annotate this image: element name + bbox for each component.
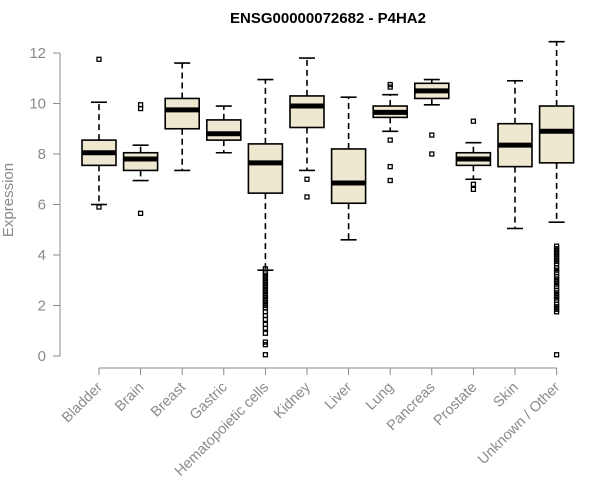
iqr-box <box>289 95 325 129</box>
y-tick-label: 12 <box>29 45 46 62</box>
outlier-point <box>553 309 560 315</box>
box-breast <box>164 62 200 172</box>
iqr-box <box>122 151 159 172</box>
outlier-point <box>470 181 477 187</box>
chart-title: ENSG00000072682 - P4HA2 <box>230 10 426 27</box>
iqr-box <box>538 105 575 164</box>
outlier-point <box>429 132 435 138</box>
x-tick-label: Lung <box>363 380 397 414</box>
x-tick-label: Skin <box>491 380 522 411</box>
outlier-point <box>387 84 393 90</box>
outlier-point <box>262 341 269 348</box>
box-lung <box>372 81 409 184</box>
outlier-point <box>137 210 144 216</box>
iqr-box <box>206 119 242 141</box>
outlier-point <box>96 204 102 210</box>
y-tick-label: 10 <box>29 96 46 113</box>
box-brain <box>122 102 159 216</box>
x-tick-label: Kidney <box>271 379 314 422</box>
box-liver <box>330 96 367 241</box>
box-prostate <box>455 118 492 193</box>
box-unknown-other <box>538 40 575 358</box>
outlier-point <box>262 352 269 358</box>
outlier-point <box>137 105 144 112</box>
outlier-point <box>304 176 310 182</box>
outlier-point <box>387 177 393 184</box>
x-tick-label: Brain <box>112 380 147 415</box>
x-tick-label: Liver <box>322 379 356 413</box>
x-tick-label: Prostate <box>431 380 480 429</box>
outlier-point <box>470 186 477 193</box>
box-series <box>81 40 575 358</box>
outlier-point <box>96 56 102 62</box>
outlier-point <box>262 316 269 323</box>
y-tick-label: 4 <box>38 247 46 264</box>
outlier-point <box>304 194 310 200</box>
box-skin <box>497 79 533 230</box>
iqr-box <box>247 143 284 194</box>
x-tick-label: Bladder <box>59 379 106 426</box>
outlier-point <box>429 151 435 157</box>
y-tick-label: 8 <box>38 146 46 163</box>
outlier-point <box>387 163 393 170</box>
y-tick-label: 6 <box>38 197 46 214</box>
box-hematopoietic-cells <box>247 78 284 358</box>
outlier-point <box>262 325 269 331</box>
outlier-point <box>262 330 269 336</box>
box-kidney <box>289 57 325 200</box>
y-axis-label: Expression <box>0 163 17 237</box>
box-bladder <box>81 56 117 210</box>
iqr-box <box>164 97 200 130</box>
y-tick-label: 0 <box>38 348 46 365</box>
box-pancreas <box>413 78 450 157</box>
x-tick-label: Breast <box>148 380 189 421</box>
iqr-box <box>330 148 367 205</box>
y-tick-label: 2 <box>38 298 46 315</box>
outlier-point <box>470 118 477 124</box>
box-gastric <box>206 105 242 154</box>
outlier-point <box>553 352 560 358</box>
outlier-point <box>387 137 393 143</box>
y-axis: 0 2 4 6 8 10 12 <box>29 45 61 365</box>
